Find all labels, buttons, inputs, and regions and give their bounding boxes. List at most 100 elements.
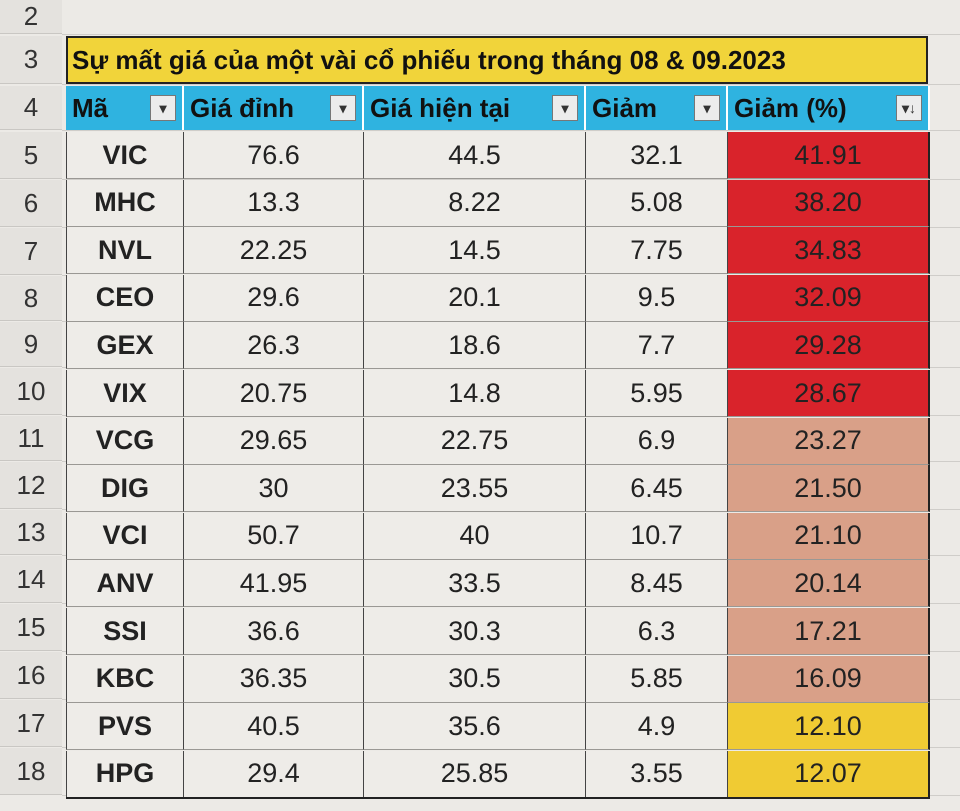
cell-peak[interactable]: 26.3 [184,322,364,370]
column-header-drop[interactable]: Giảm ▾ [586,86,728,130]
cell-code[interactable]: VCG [66,417,184,465]
cell-current[interactable]: 35.6 [364,703,586,751]
cell-code[interactable]: NVL [66,227,184,275]
cell-peak[interactable]: 36.35 [184,655,364,703]
filter-dropdown-icon[interactable]: ▾ [694,95,720,121]
filter-dropdown-icon[interactable]: ▾↓ [896,95,922,121]
cell-drop[interactable]: 3.55 [586,750,728,798]
cell-peak[interactable]: 50.7 [184,512,364,560]
cell-drop[interactable]: 32.1 [586,132,728,179]
cell-current[interactable]: 44.5 [364,132,586,179]
column-header-code[interactable]: Mã ▾ [66,86,184,130]
cell-drop[interactable]: 4.9 [586,703,728,751]
cell-drop[interactable]: 6.45 [586,465,728,513]
cell-code[interactable]: PVS [66,703,184,751]
column-header-label: Giảm (%) [734,92,847,123]
cell-code[interactable]: VIX [66,370,184,417]
gridline [62,34,960,35]
cell-pct[interactable]: 23.27 [728,417,930,465]
cell-current[interactable]: 14.5 [364,227,586,275]
row-header[interactable]: 2 [0,0,62,34]
cell-code[interactable]: VCI [66,512,184,560]
cell-peak[interactable]: 29.6 [184,274,364,322]
cell-peak[interactable]: 41.95 [184,560,364,608]
row-header[interactable]: 12 [0,462,62,509]
row-header[interactable]: 18 [0,748,62,795]
row-header[interactable]: 9 [0,322,62,367]
cell-code[interactable]: KBC [66,655,184,703]
row-header[interactable]: 13 [0,510,62,555]
filter-dropdown-icon[interactable]: ▾ [330,95,356,121]
cell-pct[interactable]: 17.21 [728,608,930,655]
cell-peak[interactable]: 13.3 [184,179,364,227]
table-title[interactable]: Sự mất giá của một vài cổ phiếu trong th… [66,36,928,84]
cell-peak[interactable]: 30 [184,465,364,513]
cell-pct[interactable]: 28.67 [728,370,930,417]
cell-pct[interactable]: 16.09 [728,655,930,703]
cell-code[interactable]: ANV [66,560,184,608]
row-header[interactable]: 4 [0,86,62,130]
row-header[interactable]: 5 [0,132,62,179]
cell-current[interactable]: 23.55 [364,465,586,513]
cell-pct[interactable]: 32.09 [728,274,930,322]
column-header-current[interactable]: Giá hiện tại ▾ [364,86,586,130]
cell-drop[interactable]: 7.75 [586,227,728,275]
column-header-pct[interactable]: Giảm (%) ▾↓ [728,86,930,130]
column-header-peak[interactable]: Giá đỉnh ▾ [184,86,364,130]
cell-pct[interactable]: 29.28 [728,322,930,370]
cell-code[interactable]: VIC [66,132,184,179]
cell-pct[interactable]: 21.50 [728,465,930,513]
cell-current[interactable]: 40 [364,512,586,560]
cell-current[interactable]: 8.22 [364,179,586,227]
cell-drop[interactable]: 5.08 [586,179,728,227]
row-header[interactable]: 8 [0,276,62,321]
cell-pct[interactable]: 34.83 [728,227,930,275]
cell-drop[interactable]: 9.5 [586,274,728,322]
cell-drop[interactable]: 7.7 [586,322,728,370]
cell-drop[interactable]: 10.7 [586,512,728,560]
row-header[interactable]: 6 [0,180,62,227]
cell-code[interactable]: CEO [66,274,184,322]
cell-pct[interactable]: 21.10 [728,512,930,560]
cell-drop[interactable]: 6.3 [586,608,728,655]
cell-current[interactable]: 33.5 [364,560,586,608]
cell-drop[interactable]: 5.95 [586,370,728,417]
cell-drop[interactable]: 6.9 [586,417,728,465]
cell-pct[interactable]: 12.10 [728,703,930,751]
cell-current[interactable]: 25.85 [364,750,586,798]
cell-peak[interactable]: 29.4 [184,750,364,798]
cell-code[interactable]: HPG [66,750,184,798]
filter-dropdown-icon[interactable]: ▾ [150,95,176,121]
cell-pct[interactable]: 12.07 [728,750,930,798]
row-header[interactable]: 7 [0,228,62,275]
row-header[interactable]: 14 [0,556,62,603]
filter-dropdown-icon[interactable]: ▾ [552,95,578,121]
cell-pct[interactable]: 38.20 [728,179,930,227]
cell-peak[interactable]: 40.5 [184,703,364,751]
cell-peak[interactable]: 76.6 [184,132,364,179]
cell-code[interactable]: SSI [66,608,184,655]
cell-current[interactable]: 30.3 [364,608,586,655]
cell-current[interactable]: 18.6 [364,322,586,370]
cell-current[interactable]: 20.1 [364,274,586,322]
cell-code[interactable]: MHC [66,179,184,227]
cell-code[interactable]: DIG [66,465,184,513]
cell-pct[interactable]: 41.91 [728,132,930,179]
cell-current[interactable]: 14.8 [364,370,586,417]
cell-code[interactable]: GEX [66,322,184,370]
row-header[interactable]: 3 [0,36,62,84]
cell-drop[interactable]: 5.85 [586,655,728,703]
row-header[interactable]: 15 [0,604,62,651]
cell-peak[interactable]: 36.6 [184,608,364,655]
cell-peak[interactable]: 20.75 [184,370,364,417]
row-header[interactable]: 11 [0,416,62,461]
row-header[interactable]: 10 [0,368,62,415]
cell-peak[interactable]: 29.65 [184,417,364,465]
cell-current[interactable]: 30.5 [364,655,586,703]
row-header[interactable]: 17 [0,700,62,747]
row-header[interactable]: 16 [0,652,62,699]
cell-peak[interactable]: 22.25 [184,227,364,275]
cell-pct[interactable]: 20.14 [728,560,930,608]
cell-drop[interactable]: 8.45 [586,560,728,608]
cell-current[interactable]: 22.75 [364,417,586,465]
